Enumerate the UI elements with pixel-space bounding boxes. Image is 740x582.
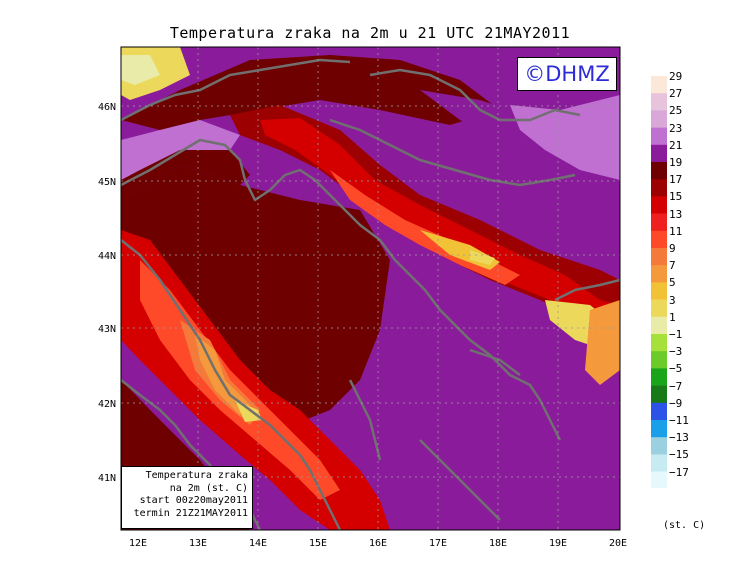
color-scale-label: 7: [669, 259, 676, 273]
info-line: Temperatura zraka: [145, 470, 248, 481]
color-scale-swatch: [651, 420, 667, 438]
color-scale-label: 13: [669, 207, 683, 221]
lon-tick: 20E: [609, 538, 627, 549]
color-scale-label: 21: [669, 138, 683, 152]
color-scale-swatch: [651, 471, 667, 488]
color-scale-label: 25: [669, 104, 683, 118]
lat-tick: 42N: [98, 399, 116, 410]
info-box: Temperatura zraka na 2m (st. C) start 00…: [121, 466, 253, 529]
color-scale-label: 29: [669, 70, 683, 83]
lat-tick: 43N: [98, 324, 116, 335]
color-scale-label: −1: [669, 328, 683, 341]
latitude-axis: 46N 45N 44N 43N 42N 41N: [98, 102, 116, 484]
color-scale-label: −3: [669, 345, 683, 359]
color-scale-swatch: [651, 265, 667, 283]
color-scale-label: 9: [669, 242, 676, 255]
lat-tick: 41N: [98, 473, 116, 484]
color-scale-unit: (st. C): [663, 520, 706, 531]
dhmz-logo: ©DHMZ: [517, 57, 617, 91]
color-scale-label: 23: [669, 121, 683, 135]
color-scale-swatch: [651, 144, 667, 163]
color-scale-swatch: [651, 402, 667, 421]
color-scale-swatch: [651, 179, 667, 197]
lon-tick: 13E: [189, 538, 207, 549]
lon-tick: 19E: [549, 538, 567, 549]
color-scale-swatch: [651, 127, 667, 146]
color-scale-swatch: [651, 248, 667, 266]
color-scale-label: 3: [669, 293, 676, 307]
lon-tick: 14E: [249, 538, 267, 549]
color-scale: [651, 76, 667, 488]
lon-tick: 15E: [309, 538, 327, 549]
color-scale-swatch: [651, 282, 667, 300]
color-scale-swatch: [651, 110, 667, 128]
map-title: Temperatura zraka na 2m u 21 UTC 21MAY20…: [169, 24, 571, 42]
color-scale-label: −9: [669, 396, 683, 410]
color-scale-label: 27: [669, 87, 683, 101]
color-scale-swatch: [651, 316, 667, 335]
lat-tick: 45N: [98, 177, 116, 188]
color-scale-swatch: [651, 437, 667, 455]
color-scale-swatch: [651, 213, 667, 232]
color-scale-label: 17: [669, 173, 683, 187]
color-scale-swatch: [651, 230, 667, 249]
map-frame: [120, 46, 621, 531]
color-scale-label: −11: [669, 414, 689, 427]
color-scale-swatch: [651, 351, 667, 369]
color-scale-label: −7: [669, 379, 683, 393]
lat-tick: 46N: [98, 102, 116, 113]
color-scale-swatch: [651, 334, 667, 352]
color-scale-label: −15: [669, 448, 689, 462]
lon-tick: 18E: [489, 538, 507, 549]
color-scale-swatch: [651, 385, 667, 404]
lon-tick: 17E: [429, 538, 447, 549]
color-scale-swatch: [651, 454, 667, 472]
color-scale-swatch: [651, 93, 667, 111]
color-scale-swatch: [651, 162, 667, 180]
color-scale-swatch: [651, 368, 667, 386]
color-scale-label: 1: [669, 310, 676, 324]
longitude-axis: 12E 13E 14E 15E 16E 17E 18E 19E 20E: [129, 538, 627, 549]
color-scale-label: −13: [669, 431, 689, 445]
lon-tick: 12E: [129, 538, 147, 549]
color-scale-swatch: [651, 76, 667, 94]
color-scale-label: −17: [669, 465, 689, 479]
color-scale-label: 11: [669, 224, 683, 238]
info-line: na 2m (st. C): [169, 482, 248, 494]
color-scale-swatch: [651, 196, 667, 214]
info-line: start 00z20may2011: [139, 495, 248, 506]
color-scale-label: 5: [669, 276, 676, 290]
info-line: termin 21Z21MAY2011: [133, 507, 248, 519]
color-scale-label: 19: [669, 156, 683, 169]
lat-tick: 44N: [98, 251, 116, 262]
color-scale-label: −5: [669, 362, 683, 376]
temperature-field: [121, 47, 620, 530]
color-scale-label: 15: [669, 190, 683, 204]
color-scale-swatch: [651, 299, 667, 318]
lon-tick: 16E: [369, 538, 387, 549]
